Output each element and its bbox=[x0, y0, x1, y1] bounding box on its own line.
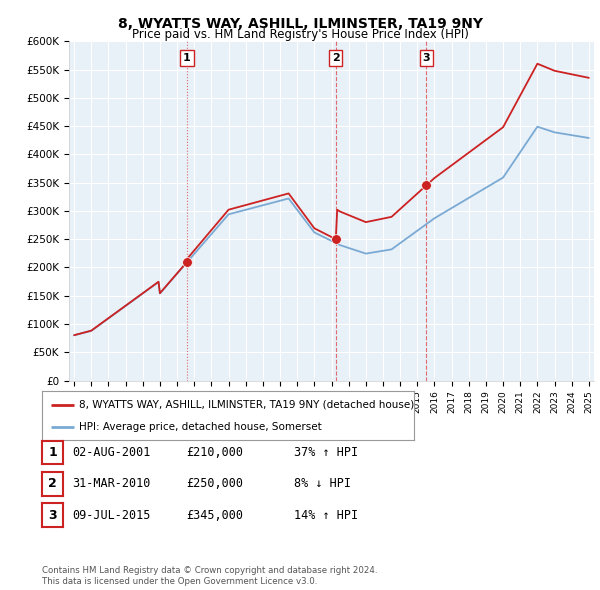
Text: 31-MAR-2010: 31-MAR-2010 bbox=[72, 477, 151, 490]
Text: 02-AUG-2001: 02-AUG-2001 bbox=[72, 446, 151, 459]
Text: 3: 3 bbox=[422, 53, 430, 63]
Text: 8, WYATTS WAY, ASHILL, ILMINSTER, TA19 9NY (detached house): 8, WYATTS WAY, ASHILL, ILMINSTER, TA19 9… bbox=[79, 399, 415, 409]
Text: 2: 2 bbox=[48, 477, 57, 490]
Text: HPI: Average price, detached house, Somerset: HPI: Average price, detached house, Some… bbox=[79, 422, 322, 432]
Text: Price paid vs. HM Land Registry's House Price Index (HPI): Price paid vs. HM Land Registry's House … bbox=[131, 28, 469, 41]
Text: £345,000: £345,000 bbox=[186, 509, 243, 522]
Text: £210,000: £210,000 bbox=[186, 446, 243, 459]
Text: 09-JUL-2015: 09-JUL-2015 bbox=[72, 509, 151, 522]
Text: 37% ↑ HPI: 37% ↑ HPI bbox=[294, 446, 358, 459]
Text: 8, WYATTS WAY, ASHILL, ILMINSTER, TA19 9NY: 8, WYATTS WAY, ASHILL, ILMINSTER, TA19 9… bbox=[118, 17, 482, 31]
Text: £250,000: £250,000 bbox=[186, 477, 243, 490]
Text: Contains HM Land Registry data © Crown copyright and database right 2024.
This d: Contains HM Land Registry data © Crown c… bbox=[42, 566, 377, 586]
Text: 8% ↓ HPI: 8% ↓ HPI bbox=[294, 477, 351, 490]
Text: 2: 2 bbox=[332, 53, 340, 63]
Text: 1: 1 bbox=[183, 53, 191, 63]
Text: 1: 1 bbox=[48, 446, 57, 459]
Text: 14% ↑ HPI: 14% ↑ HPI bbox=[294, 509, 358, 522]
Text: 3: 3 bbox=[48, 509, 57, 522]
